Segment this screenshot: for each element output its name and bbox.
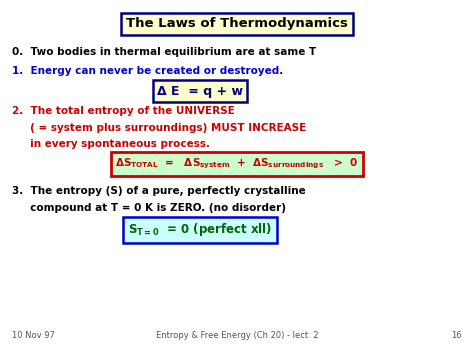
Text: 2.  The total entropy of the UNIVERSE: 2. The total entropy of the UNIVERSE: [12, 106, 235, 116]
Text: The Laws of Thermodynamics: The Laws of Thermodynamics: [126, 17, 348, 30]
Text: compound at T = 0 K is ZERO. (no disorder): compound at T = 0 K is ZERO. (no disorde…: [12, 203, 286, 213]
Text: 3.  The entropy (S) of a pure, perfectly crystalline: 3. The entropy (S) of a pure, perfectly …: [12, 186, 306, 196]
Text: ( = system plus surroundings) MUST INCREASE: ( = system plus surroundings) MUST INCRE…: [12, 123, 306, 133]
Text: in every spontaneous process.: in every spontaneous process.: [12, 139, 210, 149]
Text: Entropy & Free Energy (Ch 20) - lect  2: Entropy & Free Energy (Ch 20) - lect 2: [155, 331, 319, 341]
Text: 10 Nov 97: 10 Nov 97: [12, 331, 55, 341]
Text: 1.  Energy can never be created or destroyed.: 1. Energy can never be created or destro…: [12, 66, 283, 76]
Text: $\mathbf{\Delta S_{TOTAL}}$  =   $\mathbf{\Delta S_{system}}$  +  $\mathbf{\Delt: $\mathbf{\Delta S_{TOTAL}}$ = $\mathbf{\…: [116, 157, 358, 171]
Text: 0.  Two bodies in thermal equilibrium are at same T: 0. Two bodies in thermal equilibrium are…: [12, 47, 316, 57]
Text: Δ E  = q + w: Δ E = q + w: [157, 85, 243, 97]
Text: 16: 16: [451, 331, 462, 341]
Text: $\mathbf{S_{T=0}}$  = 0 (perfect xll): $\mathbf{S_{T=0}}$ = 0 (perfect xll): [128, 222, 272, 239]
